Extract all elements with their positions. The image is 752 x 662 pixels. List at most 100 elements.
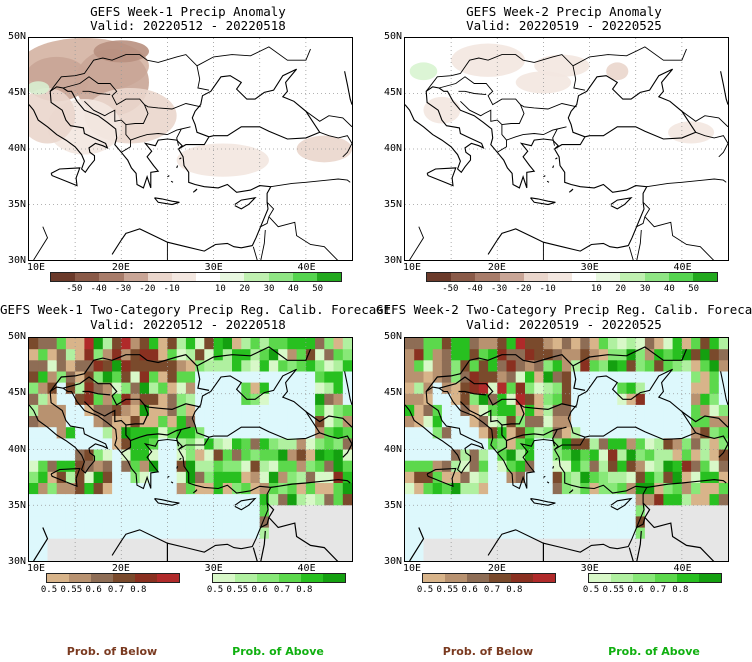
lon-tick-label: 20E — [487, 262, 506, 273]
colorbar-swatch — [235, 574, 257, 582]
colorbar-swatch — [220, 273, 245, 281]
colorbar-tick-label: -20 — [139, 284, 156, 294]
colorbar-swatch — [196, 273, 221, 281]
colorbar-swatch — [572, 273, 597, 281]
lat-tick-label: 35N — [7, 199, 26, 210]
colorbar-swatch — [316, 273, 342, 281]
colorbar-swatch — [499, 273, 524, 281]
lon-tick-label: 30E — [580, 563, 599, 574]
lon-tick-label: 20E — [111, 563, 130, 574]
colorbar-swatch — [620, 273, 645, 281]
colorbar-tick-label: 0.7 — [649, 585, 667, 595]
colorbar-tick-label: 0.55 — [226, 585, 249, 595]
colorbar-swatch — [451, 273, 476, 281]
colorbar-tick-label: 0.5 — [416, 585, 434, 595]
lat-tick-label: 40N — [383, 143, 402, 154]
lat-tick-label: 30N — [7, 255, 26, 266]
colorbar-swatch — [668, 273, 693, 281]
colorbar-swatch — [157, 574, 179, 582]
lat-tick-label: 45N — [7, 87, 26, 98]
above-colorbar-right — [588, 573, 722, 583]
colorbar-tick-label: 0.6 — [85, 585, 102, 595]
panel-valid-dates: Valid: 20220512 - 20220518 — [90, 317, 286, 332]
colorbar-tick-label: 0.8 — [130, 585, 147, 595]
colorbar-tick-label: 20 — [615, 284, 627, 294]
colorbar-tick-label: 0.6 — [461, 585, 478, 595]
panel-valid-dates: Valid: 20220512 - 20220518 — [90, 18, 286, 33]
colorbar-swatch — [171, 273, 197, 281]
colorbar-tick-label: 0.5 — [40, 585, 58, 595]
colorbar-tick-label: 0.7 — [483, 585, 501, 595]
colorbar-swatch — [301, 574, 323, 582]
colorbar-swatch — [75, 273, 100, 281]
colorbar-swatch — [611, 574, 633, 582]
colorbar-tick-label: 30 — [263, 284, 275, 294]
prob-above-label-left: Prob. of Above — [232, 645, 324, 658]
anomaly-colorbar-right — [426, 272, 718, 282]
lon-tick-label: 30E — [204, 563, 223, 574]
lon-tick-label: 40E — [297, 563, 316, 574]
lat-tick-label: 30N — [383, 255, 402, 266]
panel-week2-anomaly: GEFS Week-2 Precip Anomaly Valid: 202205… — [376, 0, 752, 300]
lon-tick-label: 20E — [111, 262, 130, 273]
colorbar-swatch — [69, 574, 91, 582]
prob-below-label-right: Prob. of Below — [442, 645, 534, 658]
colorbar-tick-label: 0.55 — [60, 585, 83, 595]
lon-tick-label: 10E — [402, 262, 422, 273]
colorbar-swatch — [113, 574, 135, 582]
colorbar-swatch — [244, 273, 269, 281]
colorbar-swatch — [47, 574, 69, 582]
colorbar-swatch — [445, 574, 467, 582]
map-canvas — [405, 38, 728, 260]
colorbar-tick-label: 10 — [590, 284, 602, 294]
colorbar-swatch — [279, 574, 301, 582]
colorbar-tick-label: 0.5 — [206, 585, 224, 595]
colorbar-swatch — [213, 574, 235, 582]
colorbar-tick-label: 0.5 — [582, 585, 600, 595]
colorbar-swatch — [475, 273, 500, 281]
colorbar-swatch — [427, 273, 452, 281]
colorbar-swatch — [51, 273, 76, 281]
lat-tick-label: 45N — [383, 387, 402, 399]
map-week2-probability — [404, 337, 729, 562]
colorbar-tick-label: -20 — [515, 284, 532, 294]
below-colorbar-right — [422, 573, 556, 583]
prob-below-label-left: Prob. of Below — [66, 645, 158, 658]
colorbar-tick-label: 0.8 — [506, 585, 523, 595]
panel-week2-probability: GEFS Week-2 Two-Category Precip Reg. Cal… — [376, 300, 752, 660]
colorbar-tick-label: 0.7 — [273, 585, 291, 595]
colorbar-tick-label: -50 — [66, 284, 83, 294]
colorbar-tick-label: -30 — [490, 284, 508, 294]
lat-tick-label: 45N — [7, 387, 26, 399]
lat-tick-label: 40N — [7, 443, 26, 455]
colorbar-tick-label: 0.6 — [251, 585, 268, 595]
lat-tick-label: 35N — [383, 199, 402, 210]
colorbar-tick-label: -10 — [539, 284, 556, 294]
lat-tick-label: 50N — [383, 331, 402, 342]
lat-tick-label: 45N — [383, 87, 402, 98]
colorbar-swatch — [135, 574, 157, 582]
map-canvas — [29, 338, 352, 561]
panel-valid-dates: Valid: 20220519 - 20220525 — [466, 18, 662, 33]
panel-valid-dates: Valid: 20220519 - 20220525 — [466, 317, 662, 332]
colorbar-swatch — [547, 273, 573, 281]
lon-tick-label: 10E — [402, 563, 422, 574]
map-week2-anomaly — [404, 37, 729, 261]
colorbar-swatch — [596, 273, 621, 281]
lon-tick-label: 10E — [26, 262, 46, 273]
colorbar-swatch — [644, 273, 669, 281]
lon-tick-label: 20E — [487, 563, 506, 574]
lon-tick-label: 40E — [297, 262, 316, 273]
colorbar-tick-label: -10 — [163, 284, 180, 294]
colorbar-swatch — [692, 273, 718, 281]
map-week1-probability — [28, 337, 353, 562]
colorbar-tick-label: 0.55 — [602, 585, 625, 595]
below-colorbar-left — [46, 573, 180, 583]
panel-week1-anomaly: GEFS Week-1 Precip Anomaly Valid: 202205… — [0, 0, 376, 300]
colorbar-swatch — [292, 273, 317, 281]
colorbar-tick-label: 20 — [239, 284, 251, 294]
lat-tick-label: 30N — [7, 556, 26, 567]
colorbar-swatch — [523, 273, 548, 281]
lon-tick-label: 40E — [673, 563, 692, 574]
colorbar-tick-label: 0.6 — [627, 585, 644, 595]
